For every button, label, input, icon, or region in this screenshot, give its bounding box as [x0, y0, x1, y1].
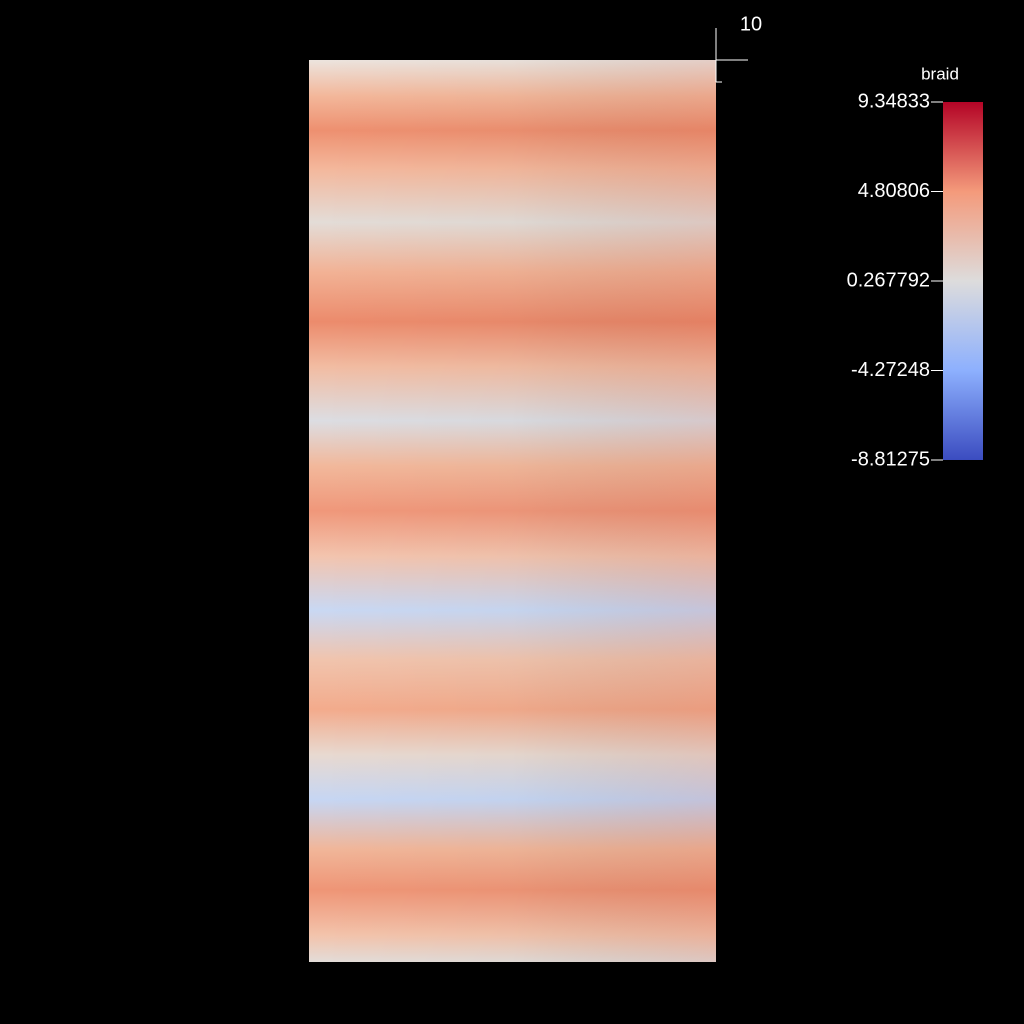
colorbar	[943, 102, 983, 460]
colorbar-tick-label: -4.27248	[851, 359, 930, 381]
axis-tick-label: 10	[740, 13, 762, 35]
colorbar-tick-label: 4.80806	[858, 180, 930, 202]
colorbar-tick-label: 0.267792	[847, 269, 930, 291]
colorbar-tick-label: 9.34833	[858, 90, 930, 112]
colorbar-tick-label: -8.81275	[851, 448, 930, 470]
dataset-shading	[309, 60, 716, 962]
colorbar-title: braid	[921, 64, 959, 83]
